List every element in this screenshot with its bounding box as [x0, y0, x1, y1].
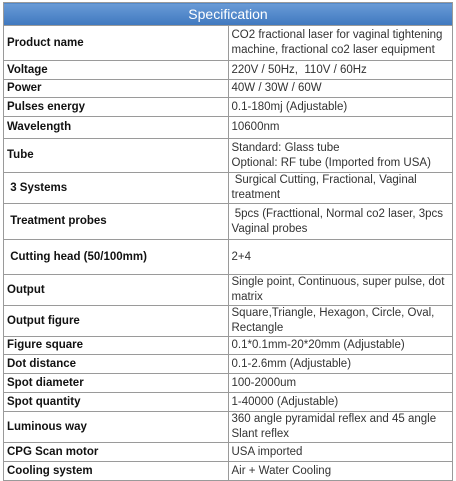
spec-label: CPG Scan motor — [3, 442, 229, 462]
spec-label: Pulses energy — [3, 97, 229, 117]
spec-value: Air + Water Cooling — [227, 461, 453, 481]
spec-row: Output figure Square,Triangle, Hexagon, C… — [3, 305, 453, 337]
spec-label: Dot distance — [3, 354, 229, 374]
spec-row: Luminous way 360 angle pyramidal reflex a… — [3, 411, 453, 443]
spec-row: Power 40W / 30W / 60W — [3, 79, 453, 98]
spec-label: Output figure — [3, 305, 229, 337]
spec-value: Standard: Glass tube Optional: RF tube (I… — [227, 138, 453, 173]
spec-row: Figure square 0.1*0.1mm-20*20mm (Adjustab… — [3, 336, 453, 355]
spec-label: Product name — [3, 25, 229, 61]
spec-row: Spot diameter 100-2000um — [3, 373, 453, 393]
spec-row: Product name CO2 fractional laser for vag… — [3, 25, 453, 61]
spec-row: Tube Standard: Glass tube Optional: RF tub… — [3, 138, 453, 173]
spec-label: Figure square — [3, 336, 229, 355]
spec-label: Voltage — [3, 60, 229, 80]
spec-row: Output Single point, Continuous, super pu… — [3, 274, 453, 306]
spec-label: Spot quantity — [3, 392, 229, 412]
spec-value: 0.1-180mj (Adjustable) — [227, 97, 453, 117]
spec-row: Spot quantity 1-40000 (Adjustable) — [3, 392, 453, 412]
spec-value: 2+4 — [227, 239, 453, 275]
spec-label: Cooling system — [3, 461, 229, 481]
spec-row: Cutting head (50/100mm) 2+4 — [3, 239, 453, 275]
spec-label: Wavelength — [3, 116, 229, 139]
spec-row: Cooling system Air + Water Cooling — [3, 461, 453, 481]
spec-value: 5pcs (Fracttional, Normal co2 laser, 3pc… — [227, 203, 453, 240]
spec-value: Single point, Continuous, super pulse, d… — [227, 274, 453, 306]
spec-label: Treatment probes — [3, 203, 229, 240]
spec-value: 0.1-2.6mm (Adjustable) — [227, 354, 453, 374]
spec-label: Cutting head (50/100mm) — [3, 239, 229, 275]
spec-value: 0.1*0.1mm-20*20mm (Adjustable) — [227, 336, 453, 355]
spec-value: Surgical Cutting, Fractional, Vaginal tr… — [227, 172, 453, 204]
spec-value-line: Optional: RF tube (Imported from USA) — [231, 156, 431, 169]
spec-label: Tube — [3, 138, 229, 173]
spec-value: 100-2000um — [227, 373, 453, 393]
spec-value: 40W / 30W / 60W — [227, 79, 453, 98]
spec-row: Wavelength 10600nm — [3, 116, 453, 139]
spec-value: 1-40000 (Adjustable) — [227, 392, 453, 412]
spec-label: Spot diameter — [3, 373, 229, 393]
table-header: Specification — [3, 2, 453, 26]
spec-label: 3 Systems — [3, 172, 229, 204]
spec-label: Power — [3, 79, 229, 98]
table-body: Product name CO2 fractional laser for vag… — [3, 25, 453, 481]
spec-row: Treatment probes 5pcs (Fracttional, Norm… — [3, 203, 453, 240]
spec-row: Dot distance 0.1-2.6mm (Adjustable) — [3, 354, 453, 374]
spec-row: 3 Systems Surgical Cutting, Fractional, … — [3, 172, 453, 204]
spec-value: Square,Triangle, Hexagon, Circle, Oval, … — [227, 305, 453, 337]
spec-value: CO2 fractional laser for vaginal tighten… — [227, 25, 453, 61]
spec-row: Voltage 220V / 50Hz, 110V / 60Hz — [3, 60, 453, 80]
header-row: Specification — [3, 2, 453, 26]
spec-label: Luminous way — [3, 411, 229, 443]
spec-value: 220V / 50Hz, 110V / 60Hz — [227, 60, 453, 80]
spec-row: CPG Scan motor USA imported — [3, 442, 453, 462]
spec-value: 360 angle pyramidal reflex and 45 angle … — [227, 411, 453, 443]
page: Specification Product name CO2 fractional… — [3, 2, 453, 481]
spec-row: Pulses energy 0.1-180mj (Adjustable) — [3, 97, 453, 117]
spec-value: USA imported — [227, 442, 453, 462]
spec-value-line: Standard: Glass tube — [231, 141, 340, 154]
spec-value: 10600nm — [227, 116, 453, 139]
spec-label: Output — [3, 274, 229, 306]
spec-table: Specification Product name CO2 fractional… — [3, 2, 453, 481]
